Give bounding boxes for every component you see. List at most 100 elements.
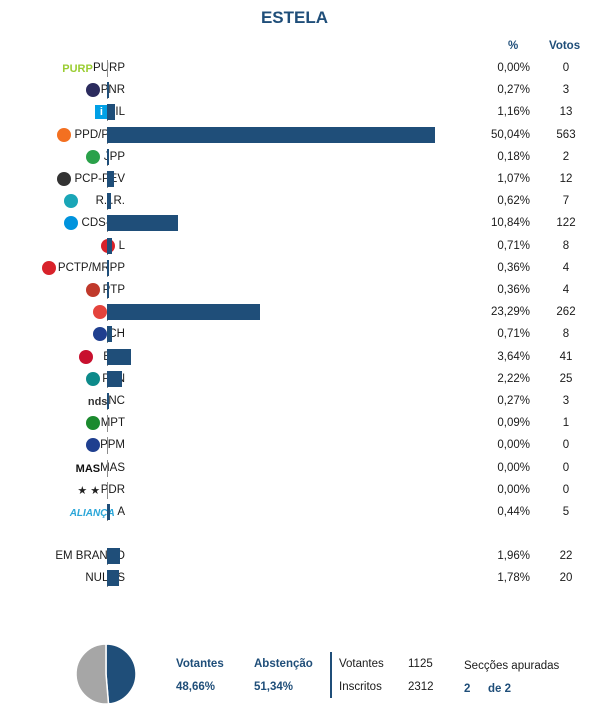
pnr-logo-icon [86,83,101,98]
percent-label: 0,71% [497,239,530,252]
percent-label: 0,00% [497,62,530,74]
chart-row: PNR 0,27% 3 [0,80,589,102]
party-name: CH [108,328,125,341]
bar-baseline [107,459,108,477]
votes-label: 25 [559,372,573,385]
chart-row: PCTP/MRPP 0,36% 4 [0,258,589,280]
votantes-label: Votantes [176,658,224,670]
page-title: ESTELA [260,8,329,27]
votes-label: 4 [562,284,570,296]
percent-label: 0,27% [497,84,530,97]
bar [107,282,110,298]
party-name: PDR [100,483,125,496]
chart-row: PPD/PSD 50,04% 563 [0,125,589,147]
bar [107,215,179,232]
votes-label: 8 [562,239,570,252]
percent-label: 0,44% [497,506,530,518]
bar [107,237,112,254]
votes-label: 4 [562,261,570,274]
votes-label: 1 [562,417,570,430]
party-name: PURP [93,62,125,74]
bar [107,82,109,99]
chart-row: CH 0,71% 8 [0,324,589,346]
chart-row: MPT 0,09% 1 [0,413,589,435]
party-name: MPT [100,417,125,430]
pctp-logo-icon [42,260,57,275]
ptp-logo-icon [86,283,101,297]
percent-label: 0,00% [497,483,530,496]
seccoes-label: Secções apuradas [464,660,560,672]
ps-logo-icon [93,305,108,320]
votes-label: 8 [562,328,570,341]
percent-label: 3,64% [497,350,530,363]
votes-label: 262 [556,306,576,319]
votes-label: 0 [562,483,570,496]
psd-logo-icon [56,127,71,142]
bar [107,126,435,143]
percent-label: 1,96% [497,550,530,563]
inscritos-label: Inscritos [339,681,382,693]
seccoes-total: de 2 [488,683,512,695]
percent-label: 10,84% [490,217,530,230]
rir-logo-icon [64,194,79,209]
percent-label: 0,36% [497,261,530,274]
cds-pp-logo-icon [64,216,79,231]
bar [107,504,110,520]
chart-row: MAS MAS 0,00% 0 [0,458,589,480]
chart-row: EM BRANCO 1,96% 22 [0,546,589,568]
chart-row: B.E.3,64%41 [0,347,589,369]
pan-logo-icon [86,371,101,386]
bar [107,104,115,121]
votes-label: 20 [559,572,573,585]
chart-row: JPP 0,18% 2 [0,147,589,169]
be-logo-icon [78,349,93,364]
chega-logo-icon [93,327,108,342]
chart-row: ★ ★ PDR 0,00% 0 [0,480,589,502]
bar [107,304,260,321]
il-logo-icon: i [95,105,108,120]
party-name: MAS [100,461,125,474]
percent-column-header: % [508,40,519,52]
chart-row: PAN2,22%25 [0,369,589,391]
pie-slice-abstencao [75,643,110,705]
summary-divider [330,652,332,698]
votes-label: 41 [559,350,573,363]
votes-label: 3 [562,395,570,407]
pdr-logo-icon: ★ ★ [77,485,101,498]
chart-row: CDS-PP 10,84% 122 [0,213,589,235]
turnout-pie-chart [75,643,137,705]
votes-label: 0 [562,62,570,74]
chart-row: NULOS 1,78% 20 [0,568,589,590]
alianca-logo-icon: ALIANÇA [69,507,115,519]
percent-label: 0,62% [497,195,530,208]
bar [107,393,109,409]
votes-label: 12 [559,173,573,185]
votes-label: 0 [562,439,570,452]
votes-label: 22 [559,550,573,563]
bar [107,548,120,565]
percent-label: 1,07% [497,173,530,185]
bar-baseline [107,481,108,499]
bar [107,570,119,587]
chart-row: PURP PURP 0,00% 0 [0,58,589,80]
party-name: PPM [100,439,125,452]
percent-label: 1,16% [497,106,530,119]
chart-row: PPM 0,00% 0 [0,435,589,457]
percent-label: 50,04% [490,128,530,141]
bar [107,259,110,276]
percent-label: 0,71% [497,328,530,341]
party-name: JPP [103,150,125,163]
percent-label: 0,09% [497,417,530,430]
votantes-count: 1125 [408,658,433,670]
mas-logo-icon: MAS [75,462,101,475]
votes-label: 13 [559,106,573,119]
bar-baseline [107,415,108,433]
votantes-percent: 48,66% [176,681,216,693]
abstencao-label: Abstenção [254,658,313,670]
percent-label: 0,00% [497,439,530,452]
mpt-logo-icon [86,416,101,431]
votes-label: 0 [562,461,570,474]
nc-logo-icon: nds [87,396,108,408]
chart-row: PCP-PEV 1,07% 12 [0,169,589,191]
votes-label: 122 [556,217,576,230]
